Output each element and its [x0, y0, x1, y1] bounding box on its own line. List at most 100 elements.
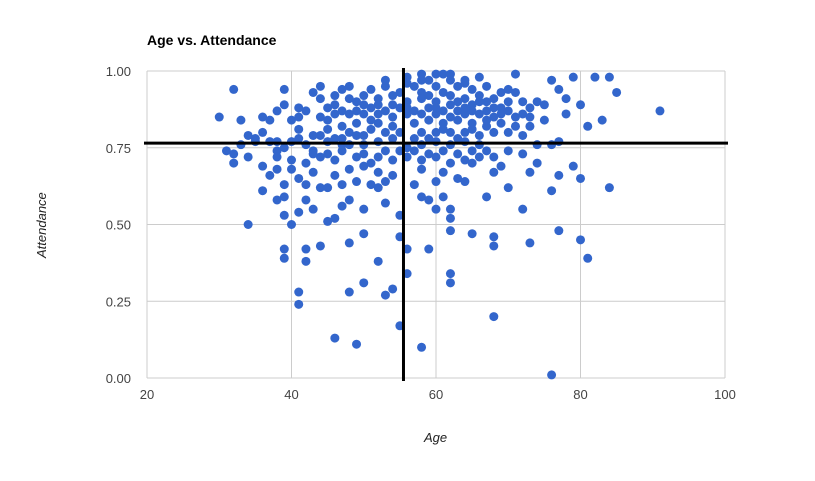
data-point: [561, 94, 571, 104]
data-point: [272, 164, 282, 174]
data-points: [214, 69, 665, 380]
data-point: [352, 106, 362, 116]
data-point: [460, 177, 470, 187]
data-point: [431, 204, 441, 214]
data-point: [279, 100, 289, 110]
data-point: [539, 100, 549, 110]
data-point: [518, 204, 528, 214]
data-point: [568, 72, 578, 82]
data-point: [236, 115, 246, 125]
data-point: [583, 253, 593, 263]
data-point: [489, 152, 499, 162]
data-point: [460, 127, 470, 137]
data-point: [330, 170, 340, 180]
data-point: [344, 127, 354, 137]
data-point: [510, 69, 520, 79]
data-point: [438, 106, 448, 116]
data-point: [431, 127, 441, 137]
y-tick-label: 0.25: [106, 294, 131, 309]
data-point: [518, 97, 528, 107]
data-point: [294, 207, 304, 217]
data-point: [424, 134, 434, 144]
data-point: [388, 100, 398, 110]
data-point: [417, 140, 427, 150]
data-point: [503, 84, 513, 94]
data-point: [388, 284, 398, 294]
data-point: [489, 232, 499, 242]
data-point: [417, 127, 427, 137]
data-point: [359, 100, 369, 110]
data-point: [344, 81, 354, 91]
data-point: [301, 256, 311, 266]
data-point: [453, 81, 463, 91]
data-point: [315, 183, 325, 193]
data-point: [373, 183, 383, 193]
data-point: [655, 106, 665, 116]
y-tick-label: 0.00: [106, 371, 131, 386]
data-point: [337, 106, 347, 116]
data-point: [366, 103, 376, 113]
data-point: [467, 84, 477, 94]
data-point: [409, 180, 419, 190]
data-point: [243, 130, 253, 140]
data-point: [229, 158, 239, 168]
data-point: [337, 140, 347, 150]
data-point: [431, 152, 441, 162]
data-point: [503, 127, 513, 137]
data-point: [438, 146, 448, 156]
data-point: [380, 146, 390, 156]
data-point: [424, 149, 434, 159]
data-point: [453, 106, 463, 116]
data-point: [380, 106, 390, 116]
data-point: [510, 121, 520, 131]
data-point: [409, 106, 419, 116]
y-tick-label: 0.50: [106, 218, 131, 233]
data-point: [214, 112, 224, 122]
data-point: [279, 244, 289, 254]
data-point: [489, 103, 499, 113]
data-point: [453, 115, 463, 125]
data-point: [460, 137, 470, 147]
data-point: [388, 121, 398, 131]
data-point: [330, 134, 340, 144]
data-point: [330, 155, 340, 165]
data-point: [525, 112, 535, 122]
data-point: [417, 155, 427, 165]
data-point: [445, 269, 455, 279]
chart-title: Age vs. Attendance: [147, 32, 277, 48]
data-point: [525, 121, 535, 131]
data-point: [445, 91, 455, 101]
data-point: [438, 192, 448, 202]
data-point: [467, 158, 477, 168]
data-point: [496, 161, 506, 171]
data-point: [539, 115, 549, 125]
data-point: [330, 109, 340, 119]
data-point: [315, 241, 325, 251]
data-point: [525, 238, 535, 248]
data-point: [287, 164, 296, 174]
data-point: [532, 140, 542, 150]
data-point: [467, 124, 477, 134]
data-point: [453, 149, 463, 159]
data-point: [482, 81, 492, 91]
data-point: [445, 213, 455, 223]
data-point: [373, 167, 383, 177]
data-point: [424, 115, 434, 125]
data-point: [424, 244, 434, 254]
data-point: [604, 183, 614, 193]
data-point: [576, 173, 585, 183]
data-point: [388, 134, 398, 144]
data-point: [301, 244, 311, 254]
data-point: [344, 94, 354, 104]
data-point: [510, 112, 520, 122]
data-point: [482, 146, 492, 156]
data-point: [359, 229, 369, 239]
data-point: [460, 75, 470, 85]
data-point: [287, 155, 296, 165]
data-point: [417, 192, 427, 202]
data-point: [445, 226, 455, 236]
data-point: [344, 195, 354, 205]
data-point: [301, 180, 311, 190]
data-point: [301, 195, 311, 205]
data-point: [547, 370, 557, 380]
